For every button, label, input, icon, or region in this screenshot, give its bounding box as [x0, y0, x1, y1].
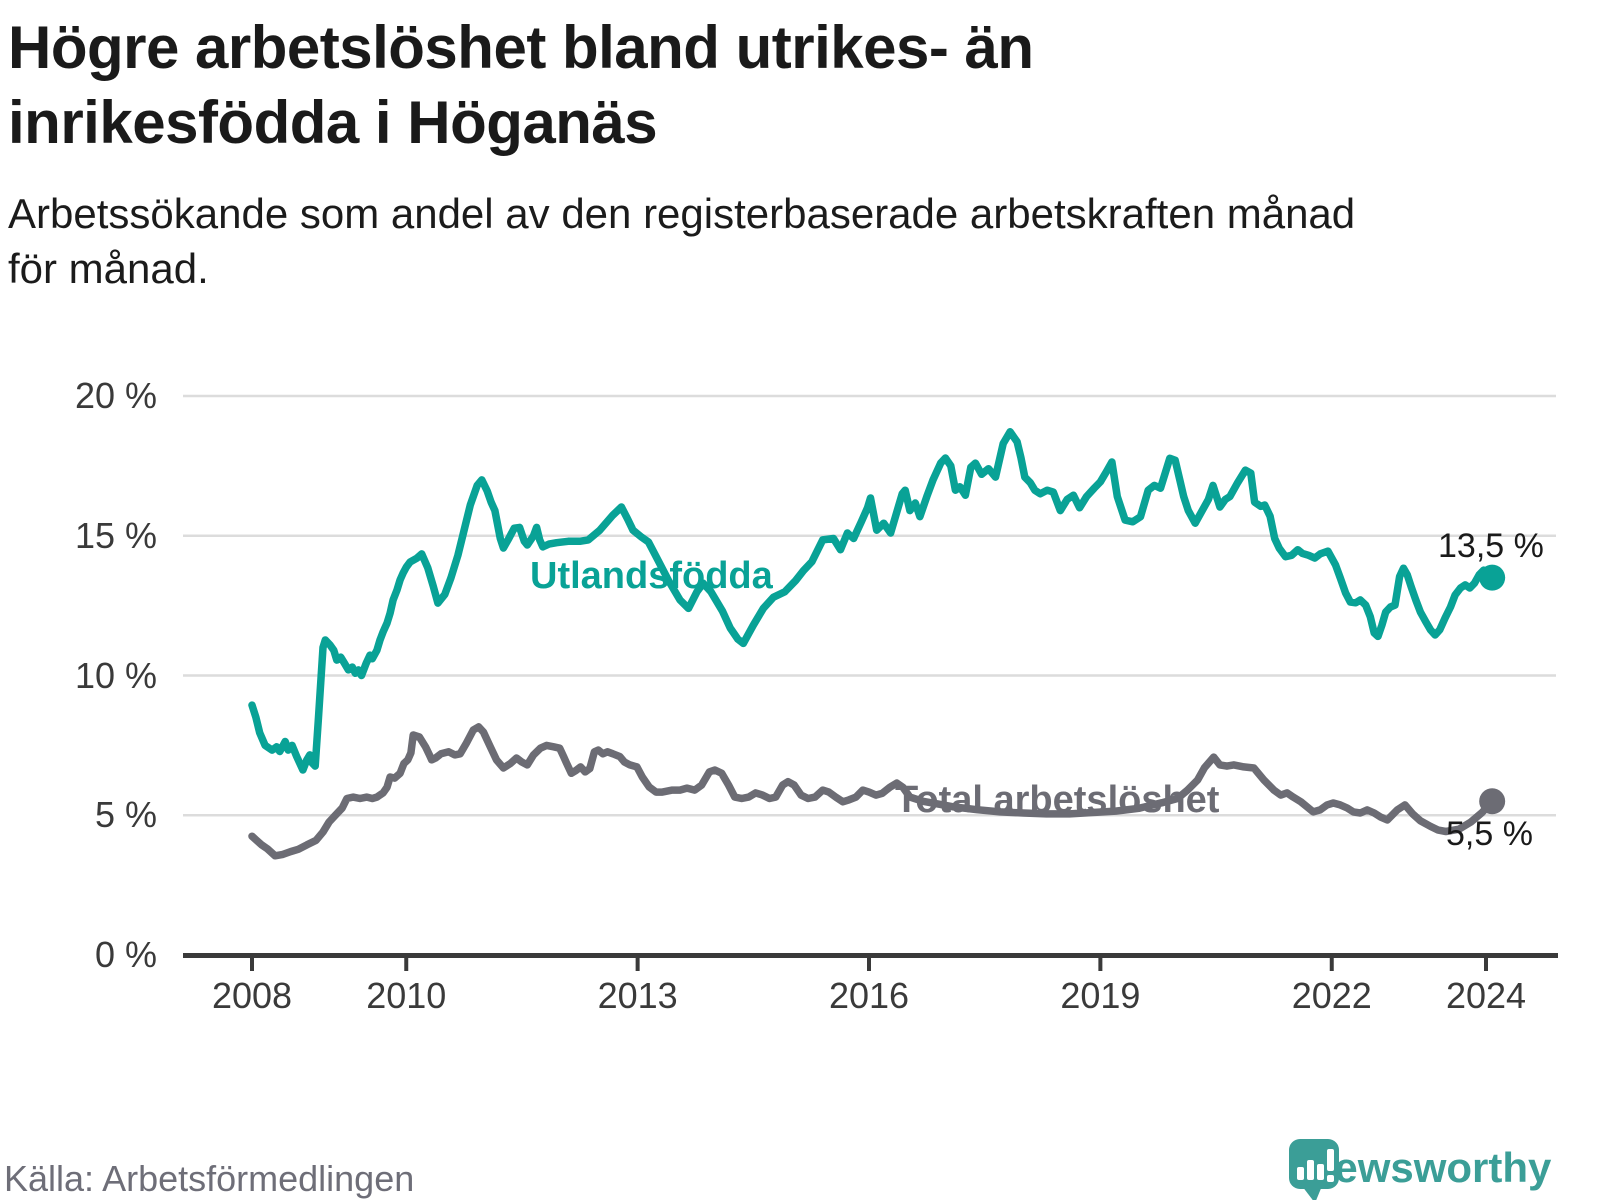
y-tick-label-10: 10 % [74, 654, 157, 696]
series-label-utlandsfodda: Utlandsfödda [530, 555, 773, 597]
x-tick-label-2016: 2016 [828, 975, 910, 1016]
x-tick-label-2019: 2019 [1060, 975, 1141, 1016]
y-tick-label-20: 20 % [74, 375, 157, 416]
title-line-2: inrikesfödda i Höganäs [8, 89, 658, 156]
series-label-total-arbetsloshet: Total arbetslöshet [895, 779, 1220, 821]
y-tick-label-15: 15 % [74, 514, 157, 556]
x-tick-label-2013: 2013 [597, 975, 678, 1016]
newsworthy-logo[interactable]: Newsworthy [1288, 1138, 1552, 1200]
x-tick-label-2022: 2022 [1291, 975, 1372, 1016]
x-tick-label-2010: 2010 [366, 975, 447, 1016]
end-value-utlandsfodda: 13,5 % [1438, 527, 1544, 565]
subtitle-line-1: Arbetssökande som andel av den registerb… [8, 190, 1356, 237]
chart-subtitle: Arbetssökande som andel av den registerb… [8, 186, 1568, 296]
page-title: Högre arbetslöshet bland utrikes- än inr… [8, 10, 1428, 160]
series-line-utlandsfodda [248, 428, 1496, 774]
subtitle-line-2: för månad. [8, 245, 209, 292]
series-line-total [248, 723, 1496, 860]
newsworthy-icon [1289, 1139, 1339, 1200]
end-value-total: 5,5 % [1446, 815, 1533, 853]
x-tick-label-2024: 2024 [1445, 975, 1527, 1016]
source-note: Källa: Arbetsförmedlingen [4, 1158, 415, 1199]
end-dot-utlandsfodda [1479, 564, 1506, 591]
x-tick-label-2008: 2008 [211, 975, 293, 1016]
y-tick-label-0: 0 % [94, 934, 157, 975]
title-line-1: Högre arbetslöshet bland utrikes- än [8, 14, 1034, 81]
end-dot-total [1479, 788, 1506, 815]
newsworthy-wordmark: Newsworthy [1304, 1144, 1552, 1191]
y-tick-label-5: 5 % [94, 794, 157, 836]
